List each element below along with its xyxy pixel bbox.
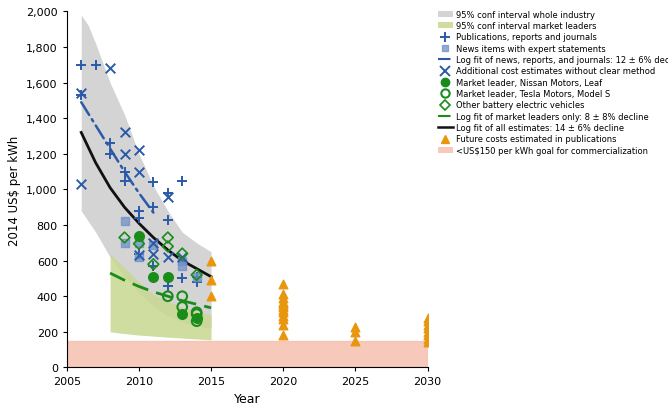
Point [162, 293, 173, 300]
Point [134, 252, 144, 259]
Point [191, 272, 202, 278]
Point [350, 323, 361, 330]
Point [422, 339, 433, 345]
Point [177, 178, 188, 184]
Point [134, 254, 144, 261]
Point [134, 251, 144, 257]
Point [191, 309, 202, 316]
Point [162, 274, 173, 280]
Point [350, 338, 361, 344]
Point [278, 295, 289, 301]
Point [148, 204, 159, 211]
Point [162, 282, 173, 289]
Point [191, 274, 202, 280]
Point [177, 275, 188, 282]
Y-axis label: 2014 US$ per kWh: 2014 US$ per kWh [7, 135, 21, 245]
Point [162, 254, 173, 261]
Point [119, 151, 130, 158]
Point [134, 241, 144, 247]
Point [76, 91, 87, 97]
Point [148, 240, 159, 247]
Point [119, 235, 130, 241]
Point [148, 261, 159, 268]
Point [134, 240, 144, 247]
Point [119, 178, 130, 184]
Point [191, 315, 202, 321]
Point [105, 140, 116, 147]
Point [148, 274, 159, 280]
Point [177, 254, 188, 261]
Point [162, 190, 173, 197]
Point [119, 169, 130, 176]
Point [177, 258, 188, 264]
Point [206, 258, 216, 264]
Point [278, 300, 289, 307]
X-axis label: Year: Year [234, 392, 261, 405]
Point [134, 208, 144, 215]
Point [119, 218, 130, 225]
Point [148, 242, 159, 248]
Point [177, 304, 188, 311]
Point [134, 233, 144, 240]
Point [206, 277, 216, 284]
Point [162, 244, 173, 250]
Point [278, 302, 289, 309]
Point [278, 313, 289, 319]
Point [90, 62, 101, 69]
Point [422, 322, 433, 328]
Bar [67, 341, 428, 368]
Point [177, 263, 188, 270]
Point [278, 316, 289, 323]
Point [278, 332, 289, 339]
Point [422, 332, 433, 339]
Point [162, 235, 173, 241]
Point [191, 318, 202, 325]
Point [206, 293, 216, 300]
Point [76, 181, 87, 188]
Point [148, 251, 159, 257]
Point [278, 306, 289, 313]
Point [278, 322, 289, 328]
Point [134, 147, 144, 154]
Point [148, 263, 159, 270]
Point [119, 130, 130, 136]
Point [105, 66, 116, 73]
Point [191, 279, 202, 286]
Point [76, 93, 87, 99]
Point [119, 240, 130, 247]
Point [177, 251, 188, 257]
Point [105, 151, 116, 158]
Point [422, 318, 433, 325]
Point [278, 292, 289, 298]
Point [177, 311, 188, 318]
Point [278, 299, 289, 305]
Point [162, 217, 173, 223]
Point [162, 194, 173, 200]
Legend: 95% conf interval whole industry, 95% conf interval market leaders, Publications: 95% conf interval whole industry, 95% co… [435, 8, 668, 158]
Point [422, 329, 433, 335]
Point [177, 293, 188, 300]
Point [350, 329, 361, 335]
Point [76, 62, 87, 69]
Point [422, 315, 433, 321]
Point [148, 180, 159, 186]
Point [422, 325, 433, 332]
Point [191, 311, 202, 318]
Point [278, 309, 289, 316]
Point [134, 215, 144, 222]
Point [278, 281, 289, 287]
Point [278, 304, 289, 311]
Point [422, 336, 433, 342]
Point [191, 274, 202, 280]
Point [134, 169, 144, 176]
